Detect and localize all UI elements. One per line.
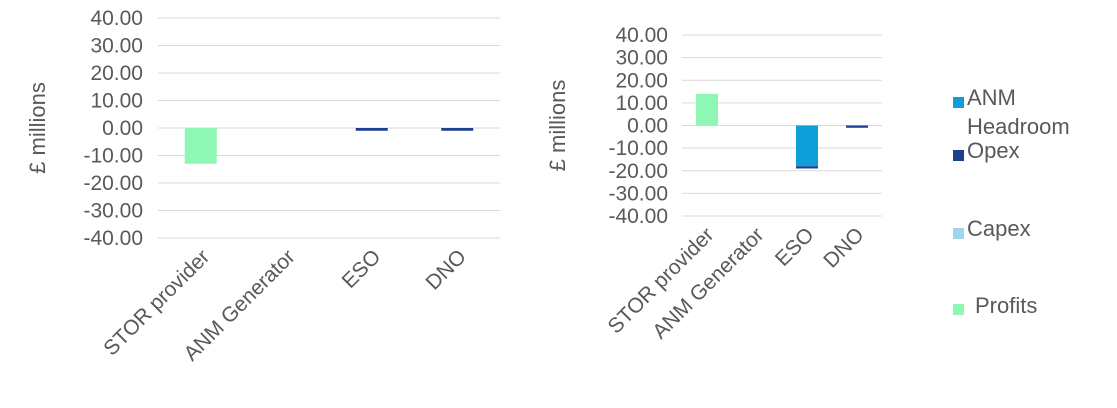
y-tick-label: -20.00: [83, 172, 143, 195]
y-tick-label: 40.00: [90, 7, 143, 30]
bar-anm-headroom-eso: [796, 125, 818, 167]
y-axis-label: £ millions: [545, 80, 570, 172]
y-tick-label: -10.00: [608, 137, 668, 160]
bar-profits-stor-provider: [696, 93, 718, 126]
bar-opex-dno: [846, 125, 868, 128]
legend-label: Capex: [967, 216, 1031, 241]
legend-swatch-anm-headroom: [953, 97, 964, 108]
legend-swatch-profits: [953, 304, 964, 315]
chart-right: 40.0030.0020.0010.000.00-10.00-20.00-30.…: [545, 24, 882, 344]
legend-label: Profits: [975, 293, 1037, 318]
y-tick-label: 20.00: [90, 62, 143, 85]
y-tick-label: -30.00: [83, 200, 143, 223]
y-tick-label: 10.00: [615, 92, 668, 115]
bar-opex-dno: [441, 128, 474, 131]
bar-opex-eso: [796, 166, 818, 169]
legend-label: ANM: [967, 85, 1016, 110]
y-tick-label: 0.00: [627, 115, 668, 138]
y-tick-label: 10.00: [90, 90, 143, 113]
y-tick-label: -30.00: [608, 182, 668, 205]
legend-swatch-opex: [953, 150, 964, 161]
x-tick-label: ESO: [338, 245, 386, 293]
legend-label: Opex: [967, 138, 1020, 163]
legend-swatch-capex: [953, 228, 964, 239]
x-tick-label: ESO: [771, 223, 819, 271]
legend-label: Headroom: [967, 114, 1070, 139]
x-tick-label: DNO: [819, 223, 868, 272]
y-tick-label: -40.00: [83, 227, 143, 250]
y-tick-label: 20.00: [615, 69, 668, 92]
y-tick-label: 30.00: [615, 47, 668, 70]
bar-opex-eso: [355, 128, 388, 131]
y-tick-label: -10.00: [83, 145, 143, 168]
y-tick-label: 40.00: [615, 24, 668, 47]
y-axis-label: £ millions: [25, 82, 50, 174]
x-tick-label: DNO: [422, 245, 471, 294]
bar-profits-stor-provider: [184, 128, 217, 164]
y-tick-label: -20.00: [608, 160, 668, 183]
y-tick-label: -40.00: [608, 205, 668, 228]
y-tick-label: 30.00: [90, 35, 143, 58]
y-tick-label: 0.00: [102, 117, 143, 140]
chart-left: 40.00 30.00 20.00 10.00 0.00 -10.00 -20.00 -30.…: [25, 7, 500, 366]
